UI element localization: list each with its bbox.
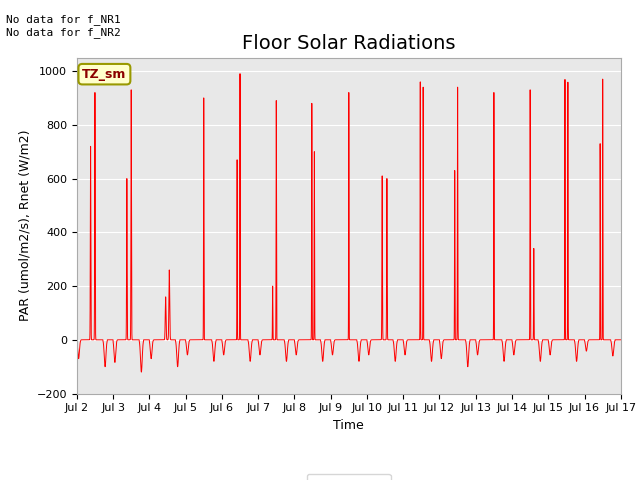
Legend: q_line: q_line: [307, 474, 391, 480]
Y-axis label: PAR (umol/m2/s), Rnet (W/m2): PAR (umol/m2/s), Rnet (W/m2): [18, 130, 31, 321]
Text: No data for f_NR1
No data for f_NR2: No data for f_NR1 No data for f_NR2: [6, 14, 121, 38]
X-axis label: Time: Time: [333, 419, 364, 432]
Text: TZ_sm: TZ_sm: [82, 68, 127, 81]
Title: Floor Solar Radiations: Floor Solar Radiations: [242, 34, 456, 53]
